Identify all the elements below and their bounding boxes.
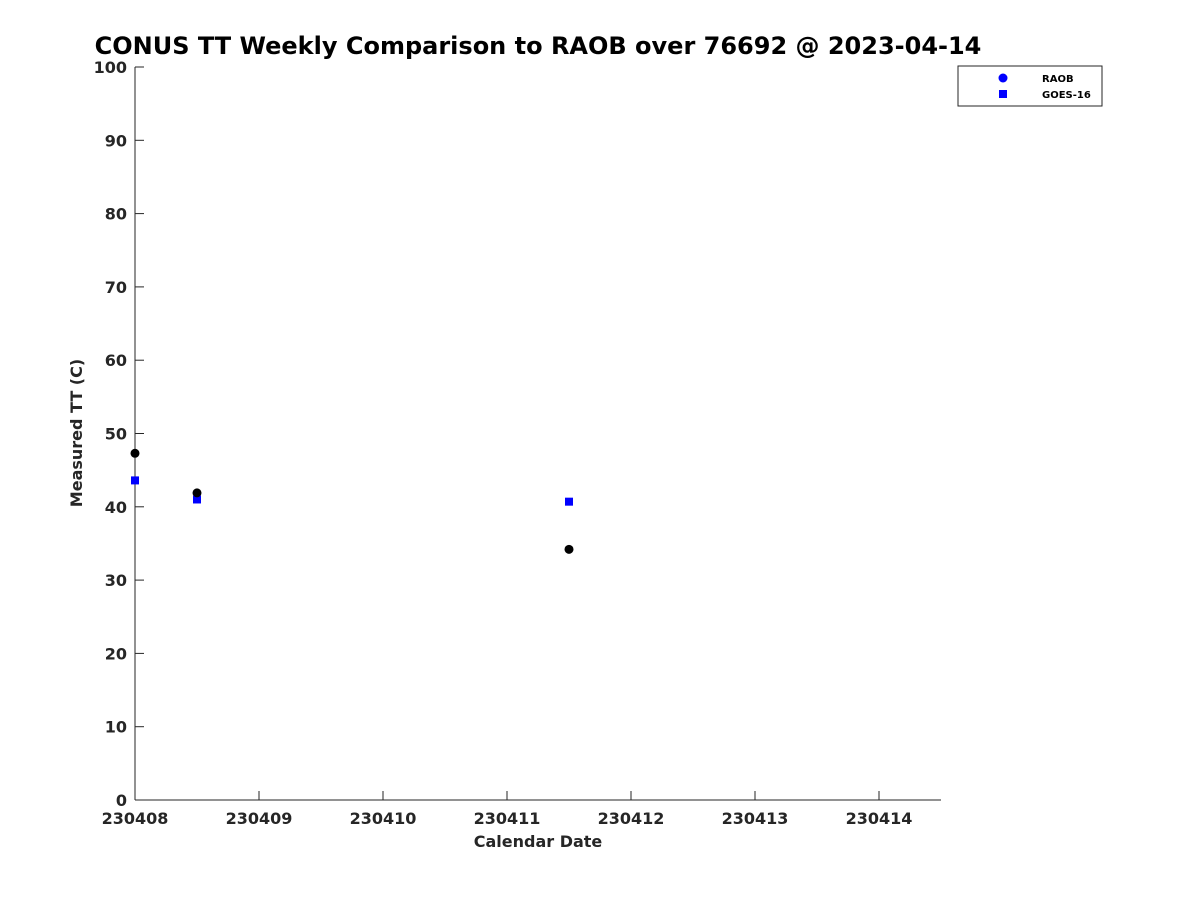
raob-point: [564, 544, 574, 554]
legend-label: GOES-16: [1042, 90, 1091, 101]
chart-title: CONUS TT Weekly Comparison to RAOB over …: [95, 32, 982, 60]
x-tick-label: 230412: [598, 809, 665, 828]
y-tick-label: 80: [105, 205, 127, 224]
y-tick-label: 20: [105, 644, 127, 663]
x-tick-label: 230408: [102, 809, 169, 828]
legend-box: [957, 65, 1103, 107]
x-tick-label: 230410: [350, 809, 417, 828]
y-tick-label: 90: [105, 131, 127, 150]
y-tick-label: 60: [105, 351, 127, 370]
legend: RAOB GOES-16: [957, 65, 1103, 107]
legend-label: RAOB: [1042, 74, 1074, 85]
x-axis-label: Calendar Date: [474, 832, 603, 851]
goes16-point: [193, 495, 201, 504]
x-tick-label: 230409: [226, 809, 293, 828]
y-axis: 0 10 20 30 40 50 60 70 80 90 100: [94, 58, 144, 810]
data-points: [130, 448, 574, 554]
y-tick-label: 40: [105, 498, 127, 517]
y-tick-label: 50: [105, 425, 127, 444]
y-tick-label: 30: [105, 571, 127, 590]
y-tick-label: 10: [105, 718, 127, 737]
y-tick-label: 100: [94, 58, 127, 77]
goes16-point: [131, 476, 139, 485]
goes16-point: [565, 497, 573, 506]
legend-marker-raob: [998, 73, 1008, 83]
x-tick-label: 230414: [846, 809, 913, 828]
x-axis: 230408 230409 230410 230411 230412 230413 2304…: [102, 791, 913, 828]
y-tick-label: 0: [116, 791, 127, 810]
legend-marker-goes16: [999, 90, 1007, 98]
x-tick-label: 230413: [722, 809, 789, 828]
raob-point: [192, 488, 202, 498]
y-tick-label: 70: [105, 278, 127, 297]
raob-point: [130, 448, 140, 458]
y-axis-label: Measured TT (C): [67, 359, 86, 507]
x-tick-label: 230411: [474, 809, 541, 828]
